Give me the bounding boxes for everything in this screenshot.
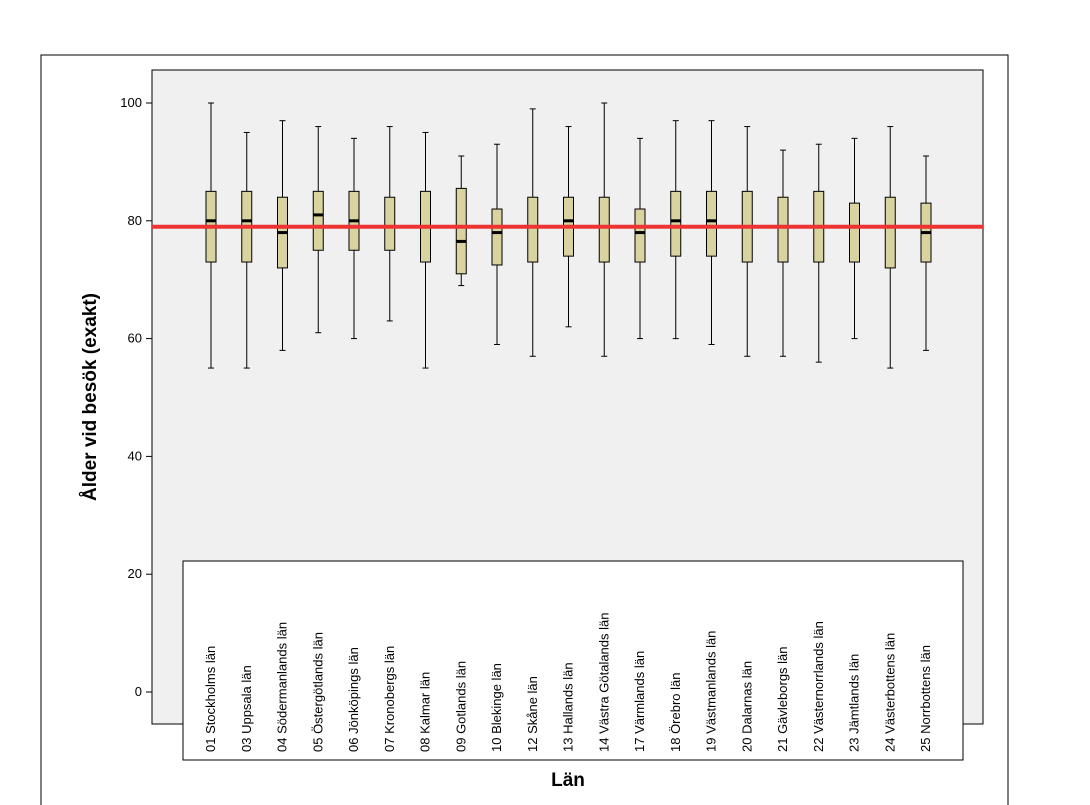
x-category-label: 03 Uppsala län [239, 665, 254, 752]
x-category-label: 08 Kalmar län [418, 672, 433, 752]
box [777, 196, 789, 263]
box [527, 196, 539, 263]
x-category-label: 13 Hallands län [561, 662, 576, 752]
y-axis: 0 20 40 60 80 100 [120, 95, 152, 699]
x-category-label: 18 Örebro län [668, 673, 683, 753]
x-category-label: 14 Västra Götalands län [596, 613, 611, 752]
y-tick-label: 100 [120, 95, 142, 110]
y-tick-label: 20 [128, 566, 142, 581]
category-label-box [182, 560, 964, 761]
y-tick-label: 40 [128, 448, 142, 463]
y-tick-label: 80 [128, 213, 142, 228]
x-category-label: 07 Kronobergs län [382, 646, 397, 752]
x-axis-title: Län [551, 770, 585, 791]
box-group [706, 120, 717, 345]
box [384, 196, 396, 251]
x-category-label: 22 Västernorrlands län [811, 621, 826, 752]
x-category-label: 17 Värmlands län [632, 651, 647, 752]
box-group [312, 126, 324, 334]
y-tick-label: 0 [135, 684, 142, 699]
x-category-label: 09 Gotlands län [453, 661, 468, 752]
box-group [777, 149, 789, 357]
x-axis-category-labels: 01 Stockholms län 03 Uppsala län 04 Söderm… [203, 613, 933, 752]
box-group [670, 120, 682, 340]
x-category-label: 12 Skåne län [525, 676, 540, 752]
box-group [384, 126, 396, 322]
box-group [455, 155, 467, 287]
box [491, 208, 503, 266]
box [455, 187, 467, 275]
box [312, 190, 324, 251]
x-category-label: 10 Blekinge län [489, 663, 504, 752]
x-category-label: 21 Gävleborgs län [775, 646, 790, 752]
x-category-label: 23 Jämtlands län [847, 654, 862, 752]
x-category-label: 25 Norrbottens län [918, 645, 933, 752]
x-category-label: 04 Södermanlands län [275, 622, 290, 752]
x-category-label: 05 Östergötlands län [310, 632, 325, 752]
box [849, 202, 860, 263]
x-category-label: 19 Västmanlands län [704, 631, 719, 752]
box [634, 208, 646, 263]
box [670, 190, 682, 257]
box [598, 196, 610, 263]
box-group [277, 120, 288, 351]
x-category-label: 20 Dalarnas län [739, 661, 754, 752]
box-group [491, 143, 503, 345]
y-tick-label: 60 [128, 331, 142, 346]
box-group [920, 155, 932, 351]
x-category-label: 24 Västerbottens län [882, 633, 897, 752]
box-group [348, 137, 360, 340]
box [706, 190, 717, 257]
box-group [884, 126, 896, 369]
y-axis-title: Ålder vid besök (exakt) [80, 293, 101, 501]
box [884, 196, 896, 269]
x-category-label: 06 Jönköpings län [346, 647, 361, 752]
x-category-label: 01 Stockholms län [203, 646, 218, 752]
box-group [634, 137, 646, 340]
